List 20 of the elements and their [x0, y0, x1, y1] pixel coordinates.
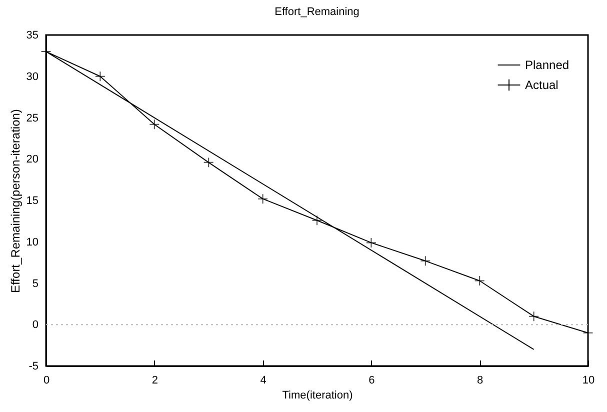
y-tick-label: 5: [32, 278, 38, 290]
x-tick-label: 6: [368, 374, 375, 386]
y-tick-label: 15: [26, 195, 38, 207]
x-tick-label: 8: [477, 374, 484, 386]
y-tick-label: 0: [32, 319, 38, 332]
y-axis-title: Effort_Remaining(person-iteration): [8, 109, 22, 293]
y-tick-label: 10: [26, 236, 38, 248]
y-tick-label: 25: [26, 112, 38, 124]
y-tick-label: -5: [28, 360, 38, 372]
chart-title: Effort_Remaining: [274, 6, 360, 18]
x-tick-label: 10: [582, 374, 595, 386]
legend-label: Planned: [525, 58, 570, 72]
x-tick-label: 4: [260, 374, 266, 386]
y-tick-label: 30: [26, 70, 38, 83]
y-tick-label: 20: [26, 154, 38, 166]
y-tick-label: 35: [26, 30, 38, 42]
legend-label: Actual: [525, 78, 558, 92]
x-axis-title: Time(iteration): [282, 390, 353, 402]
x-tick-label: 0: [43, 374, 50, 386]
x-tick-label: 2: [152, 374, 158, 386]
